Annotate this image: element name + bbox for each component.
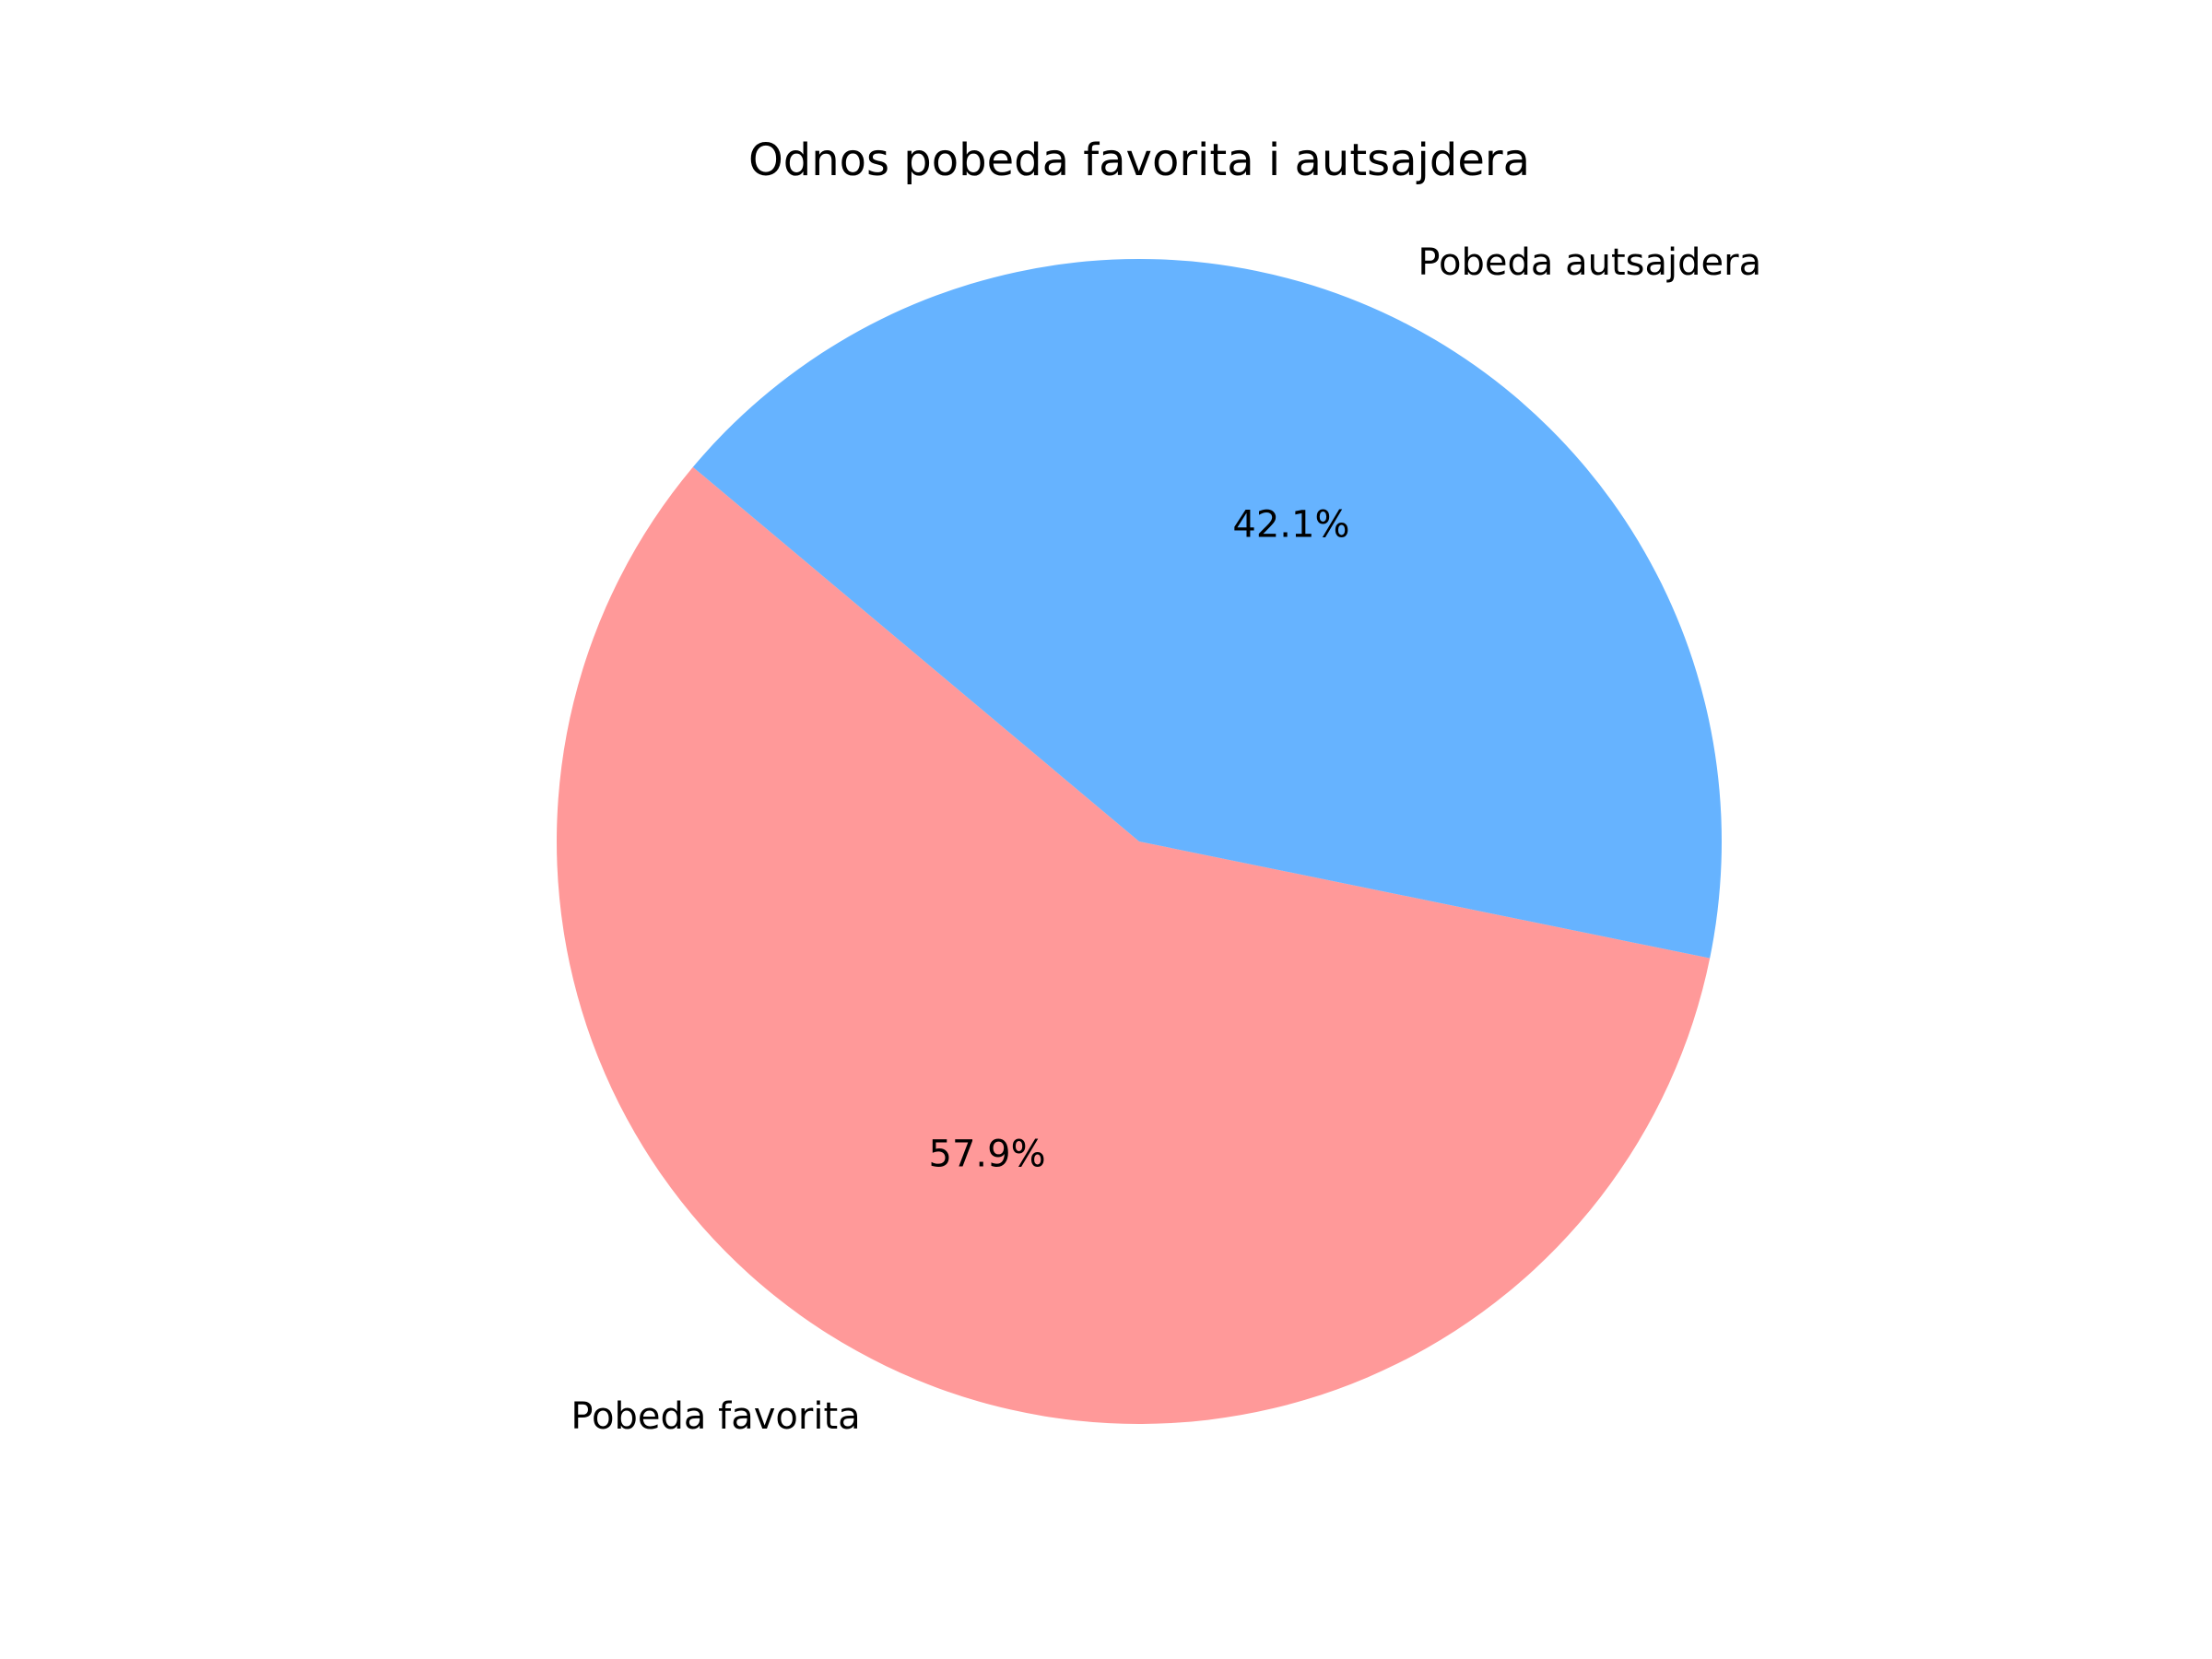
- slice-percent-label: 57.9%: [929, 1133, 1046, 1175]
- pie-labels: Pobeda favorita 57.9% Pobeda autsajdera 42.…: [571, 241, 1761, 1438]
- slice-percent-label: 42.1%: [1232, 504, 1349, 547]
- pie-slices: [557, 258, 1723, 1424]
- chart-title: Odnos pobeda favorita i autsajdera: [748, 135, 1530, 186]
- slice-label: Pobeda favorita: [571, 1395, 860, 1438]
- pie-slice: [557, 466, 1711, 1424]
- slice-label: Pobeda autsajdera: [1418, 241, 1761, 284]
- pie-slice: [692, 258, 1723, 959]
